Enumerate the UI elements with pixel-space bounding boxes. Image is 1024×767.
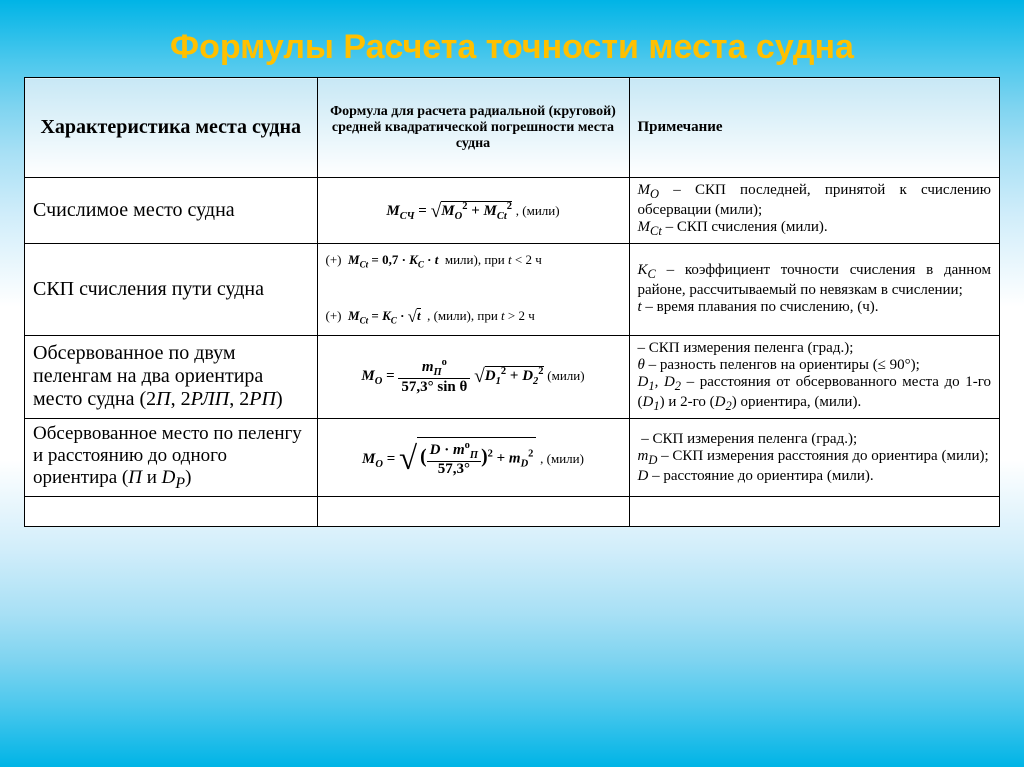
header-formula: Формула для расчета радиальной (круговой…	[317, 78, 629, 178]
cell-characteristic: Счислимое место судна	[25, 178, 318, 244]
table-row: СКП счисления пути судна (+) MCt = 0,7 ·…	[25, 244, 1000, 336]
formula-unit: (мили)	[547, 368, 584, 383]
cell-formula: MСЧ = √MO2 + MCt2 , (мили)	[317, 178, 629, 244]
table-row: Обсервованное место по пеленгу и расстоя…	[25, 418, 1000, 497]
formula-text: MO = √ ( D · moП 57,3° )2 + mD2	[362, 451, 540, 467]
cell-characteristic: Обсервованное место по пеленгу и расстоя…	[25, 418, 318, 497]
empty-cell	[317, 497, 629, 527]
cell-note: – СКП измерения пеленга (град.); θ – раз…	[629, 335, 1000, 418]
cell-characteristic: СКП счисления пути судна	[25, 244, 318, 336]
cell-formula: (+) MCt = 0,7 · KC · t мили), при t < 2 …	[317, 244, 629, 336]
empty-cell	[629, 497, 1000, 527]
cell-formula: MO = √ ( D · moП 57,3° )2 + mD2 , (мили)	[317, 418, 629, 497]
formula-text: MO = mПo 57,3° sin θ √D12 + D22	[361, 368, 547, 384]
formula-text: MСЧ = √MO2 + MCt2	[386, 203, 515, 219]
formula-unit: , (мили)	[516, 203, 560, 218]
header-note: Примечание	[629, 78, 1000, 178]
table-header-row: Характеристика места судна Формула для р…	[25, 78, 1000, 178]
empty-cell	[25, 497, 318, 527]
header-characteristic: Характеристика места судна	[25, 78, 318, 178]
page-title: Формулы Расчета точности места судна	[0, 0, 1024, 77]
table-row-empty	[25, 497, 1000, 527]
cell-note: – СКП измерения пеленга (град.); mD – СК…	[629, 418, 1000, 497]
table-row: Счислимое место судна MСЧ = √MO2 + MCt2 …	[25, 178, 1000, 244]
cell-note: MO – СКП последней, принятой к счислению…	[629, 178, 1000, 244]
formulas-table: Характеристика места судна Формула для р…	[24, 77, 1000, 527]
table-row: Обсервованное по двум пеленгам на два ор…	[25, 335, 1000, 418]
cell-characteristic: Обсервованное по двум пеленгам на два ор…	[25, 335, 318, 418]
formula-unit: , (мили)	[540, 451, 584, 466]
cell-note: KC – коэффициент точности счисления в да…	[629, 244, 1000, 336]
cell-formula: MO = mПo 57,3° sin θ √D12 + D22 (мили)	[317, 335, 629, 418]
